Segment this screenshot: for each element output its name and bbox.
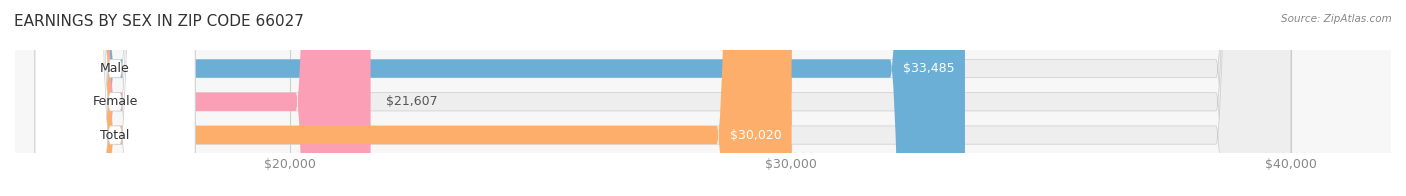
FancyBboxPatch shape [39,0,965,196]
Text: Female: Female [93,95,138,108]
Text: Source: ZipAtlas.com: Source: ZipAtlas.com [1281,14,1392,24]
Text: $30,020: $30,020 [730,129,782,142]
FancyBboxPatch shape [35,0,195,196]
Text: EARNINGS BY SEX IN ZIP CODE 66027: EARNINGS BY SEX IN ZIP CODE 66027 [14,14,304,29]
FancyBboxPatch shape [39,0,792,196]
FancyBboxPatch shape [39,0,1291,196]
Text: Total: Total [100,129,129,142]
Text: Male: Male [100,62,129,75]
FancyBboxPatch shape [35,0,195,196]
FancyBboxPatch shape [39,0,1291,196]
FancyBboxPatch shape [39,0,371,196]
Text: $21,607: $21,607 [385,95,437,108]
Text: $33,485: $33,485 [903,62,955,75]
FancyBboxPatch shape [39,0,1291,196]
FancyBboxPatch shape [35,0,195,196]
